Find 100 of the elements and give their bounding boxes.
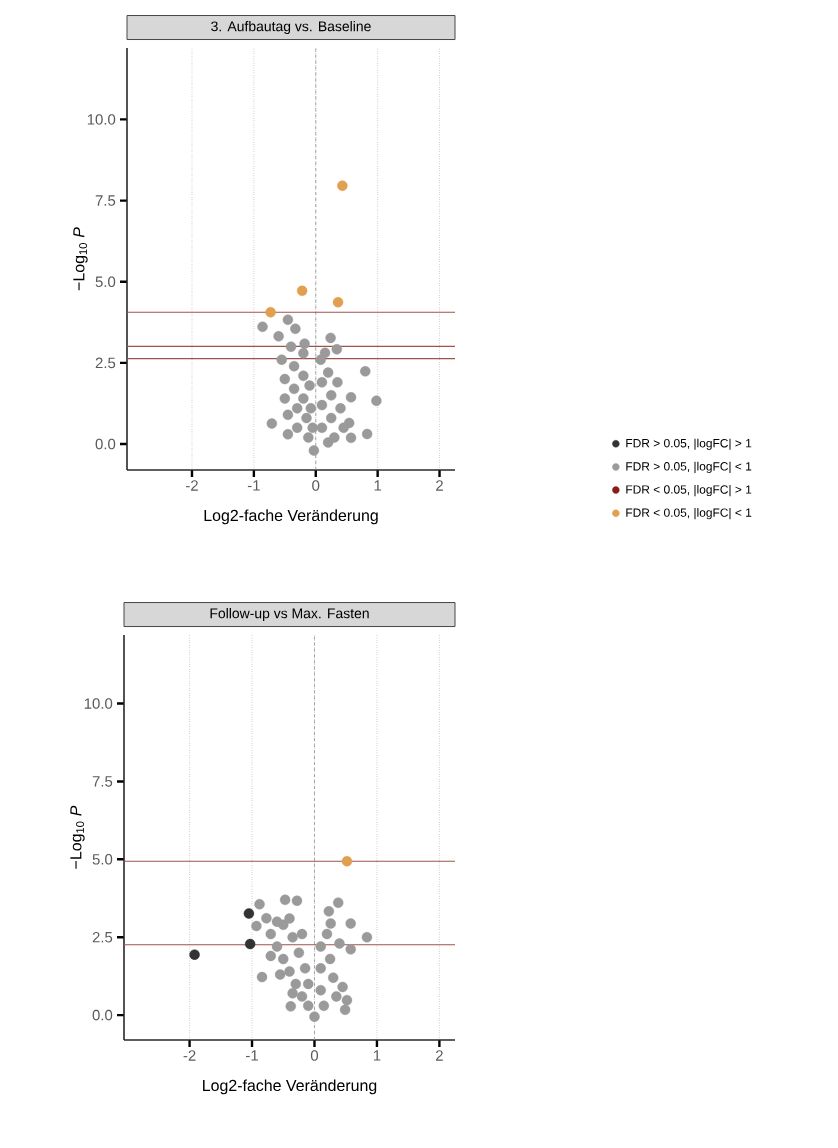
- point: [282, 314, 294, 325]
- point: [296, 928, 308, 940]
- point: [332, 377, 343, 388]
- point: [341, 855, 353, 867]
- point: [279, 894, 291, 906]
- point: [271, 916, 283, 927]
- point: [284, 913, 295, 924]
- y-tick-label: 0.0: [92, 1009, 113, 1021]
- point: [244, 938, 256, 950]
- point: [299, 963, 311, 974]
- y-tick-label: 2.5: [95, 357, 116, 369]
- x-tick-label: 0: [312, 480, 320, 491]
- point: [298, 347, 309, 359]
- point: [345, 944, 356, 955]
- y-axis-title: −Log$_{10}$ P: [73, 227, 88, 291]
- point: [335, 403, 346, 414]
- legend-label: FDR > 0.05, |logFC| < 1: [626, 461, 752, 473]
- point: [274, 969, 286, 980]
- x-tick-label: 2: [436, 480, 443, 491]
- point: [291, 895, 303, 906]
- y-tick-label: 5.0: [92, 854, 113, 865]
- point: [291, 422, 303, 434]
- point: [325, 918, 336, 929]
- point: [288, 383, 300, 395]
- point: [345, 432, 357, 444]
- y-tick-label: 7.5: [95, 195, 116, 206]
- point: [298, 370, 309, 382]
- point: [266, 418, 278, 429]
- point: [308, 445, 320, 456]
- point: [341, 994, 353, 1006]
- point: [316, 399, 328, 411]
- point: [254, 898, 265, 910]
- y-tick-label: 2.5: [92, 931, 113, 943]
- point: [261, 913, 272, 924]
- x-tick-label: 0: [310, 1050, 319, 1061]
- point: [301, 412, 312, 424]
- x-tick-label: 1: [373, 1050, 381, 1061]
- point: [318, 1000, 330, 1011]
- point: [303, 978, 314, 990]
- legend-label: FDR > 0.05, |logFC| > 1: [626, 438, 752, 450]
- point: [315, 941, 326, 952]
- point: [361, 428, 373, 440]
- chart-title: 3. Aufbautag vs. Baseline: [211, 21, 371, 35]
- point: [315, 963, 326, 974]
- point: [325, 332, 336, 344]
- point: [282, 429, 294, 440]
- point: [279, 373, 291, 385]
- x-tick-label: 2: [435, 1050, 443, 1061]
- point: [360, 366, 371, 377]
- point: [322, 367, 334, 378]
- point: [333, 897, 344, 908]
- point: [326, 390, 337, 401]
- y-tick-label: 7.5: [92, 776, 113, 787]
- point: [331, 991, 342, 1002]
- x-axis-title: Log2-fache Veränderung: [204, 509, 378, 525]
- point: [257, 321, 268, 333]
- x-tick-label: -1: [247, 480, 260, 491]
- point: [304, 380, 315, 391]
- point: [189, 949, 200, 960]
- y-tick-label: 0.0: [95, 438, 116, 450]
- point: [315, 354, 326, 365]
- point: [265, 928, 276, 940]
- point: [323, 906, 335, 917]
- point: [290, 323, 301, 334]
- legend-label: FDR < 0.05, |logFC| < 1: [626, 508, 752, 520]
- point: [324, 953, 336, 965]
- point: [285, 1001, 296, 1012]
- point: [296, 991, 308, 1002]
- x-tick-label: -2: [186, 480, 198, 491]
- point: [278, 953, 289, 965]
- point: [265, 950, 276, 962]
- point: [265, 307, 276, 318]
- point: [322, 437, 334, 448]
- y-tick-label: 5.0: [95, 276, 116, 288]
- point: [332, 296, 344, 308]
- point: [361, 932, 373, 943]
- point: [307, 422, 318, 434]
- point: [305, 403, 316, 414]
- point: [243, 908, 255, 919]
- point: [334, 938, 345, 949]
- point: [303, 1000, 314, 1011]
- point: [337, 981, 348, 993]
- point: [328, 972, 339, 983]
- point: [339, 1004, 351, 1015]
- point: [316, 377, 328, 388]
- point: [309, 1011, 320, 1022]
- chart-title: Follow-up vs Max. Fasten: [210, 608, 369, 622]
- point: [345, 392, 357, 403]
- point: [345, 918, 356, 929]
- y-axis-title: −Log$_{10}$ P: [70, 805, 85, 869]
- point: [371, 395, 382, 407]
- point: [337, 180, 348, 191]
- point: [287, 988, 298, 999]
- point: [285, 341, 297, 352]
- point: [338, 422, 349, 434]
- y-tick-label: 10.0: [84, 698, 113, 709]
- point: [298, 393, 309, 404]
- point: [256, 971, 268, 983]
- x-axis-title: Log2-fache Veränderung: [203, 1079, 377, 1095]
- point: [299, 338, 310, 349]
